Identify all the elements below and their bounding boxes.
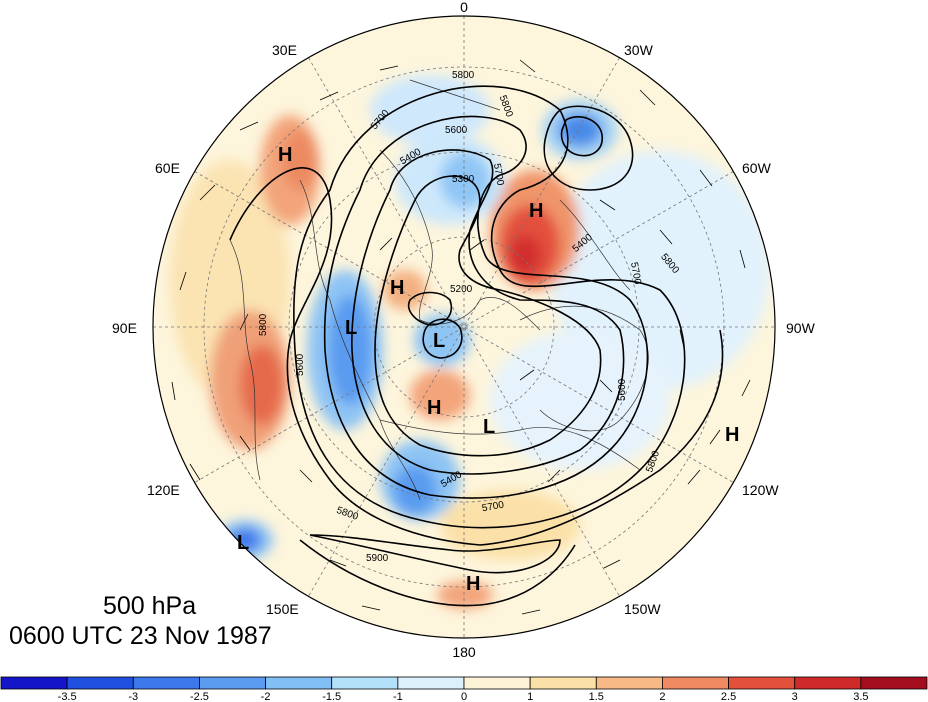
lon-label-120w: 120W (742, 482, 779, 498)
colorbar-tick-label: 2 (659, 691, 665, 702)
high-center: H (427, 397, 441, 419)
lon-label-30w: 30W (624, 42, 654, 58)
high-center: H (725, 424, 739, 446)
low-center: L (345, 317, 357, 339)
colorbar-box (199, 676, 266, 690)
lon-label-120e: 120E (147, 482, 180, 498)
graticule (153, 16, 775, 638)
contour-label: 5700 (491, 163, 506, 187)
lon-label-150e: 150E (266, 601, 299, 617)
colorbar-tick-label: 2.5 (721, 691, 736, 702)
colorbar-box (662, 676, 729, 690)
level-title: 500 hPa (103, 592, 197, 620)
colorbar-box (397, 676, 465, 690)
longitude-labels: 0 30W 60W 90W 120W 150W 180 150E 120E 90… (112, 0, 816, 660)
colorbar-tick-label: 0 (461, 691, 467, 702)
height-contours (229, 85, 724, 607)
colorbar-box (132, 676, 200, 690)
colorbar-box (794, 676, 862, 690)
contour-label: 5600 (617, 378, 628, 401)
colorbar-box (331, 676, 399, 690)
contour-label: 5800 (452, 70, 475, 81)
lon-label-90e: 90E (112, 320, 137, 336)
lon-label-90w: 90W (786, 320, 816, 336)
lon-label-30e: 30E (272, 42, 297, 58)
low-center: L (433, 330, 445, 352)
colorbar-box (595, 676, 663, 690)
low-center: L (483, 416, 495, 438)
colorbar-tick-label: -3 (128, 691, 138, 702)
colorbar: -3.5 -3 -2.5 -2 -1.5 -1 0 1 1.5 2 2.5 3 3.5 (0, 676, 928, 702)
colorbar-box (463, 676, 531, 690)
coastlines (229, 79, 649, 501)
contour-label: 5200 (450, 284, 473, 295)
colorbar-tick-label: -1 (393, 691, 403, 702)
colorbar-tick-label: 3 (792, 691, 798, 702)
colorbar-tick-label: 1.5 (589, 691, 604, 702)
valid-time-title: 0600 UTC 23 Nov 1987 (9, 622, 272, 650)
colorbar-box (728, 676, 796, 690)
map-border (152, 15, 776, 639)
colorbar-tick-label: -2 (261, 691, 271, 702)
colorbar-box (265, 676, 333, 690)
contour-label: 5700 (481, 500, 505, 515)
colorbar-tick-label: -1.5 (322, 691, 341, 702)
contour-label: 5600 (445, 125, 468, 136)
lon-label-180: 180 (452, 644, 476, 660)
map-disc (153, 16, 775, 638)
colorbar-box (860, 676, 928, 690)
colorbar-box (66, 676, 134, 690)
contour-label: 5600 (295, 353, 306, 376)
high-center: H (466, 573, 480, 595)
lon-label-150w: 150W (624, 601, 661, 617)
high-center: H (529, 200, 543, 222)
contour-label: 5700 (628, 261, 643, 285)
colorbar-tick-label: 1 (527, 691, 533, 702)
high-center: H (278, 144, 292, 166)
colorbar-box (0, 676, 68, 690)
contour-label: 5800 (258, 313, 269, 336)
high-center: H (390, 277, 404, 299)
lon-label-60e: 60E (155, 160, 180, 176)
colorbar-box (529, 676, 597, 690)
colorbar-tick-label: 3.5 (853, 691, 868, 702)
contour-label: 5900 (366, 553, 389, 564)
lon-label-0: 0 (460, 0, 468, 15)
colorbar-tick-label: -3.5 (58, 691, 77, 702)
lon-label-60w: 60W (742, 160, 772, 176)
colorbar-boxes (0, 676, 928, 690)
colorbar-tick-labels: -3.5 -3 -2.5 -2 -1.5 -1 0 1 1.5 2 2.5 3 3.5 (58, 691, 869, 702)
pressure-centers: H H H L L H L H L H (237, 144, 739, 595)
colorbar-tick-label: -2.5 (190, 691, 209, 702)
low-center: L (237, 532, 249, 554)
contour-label: 5300 (452, 174, 475, 185)
